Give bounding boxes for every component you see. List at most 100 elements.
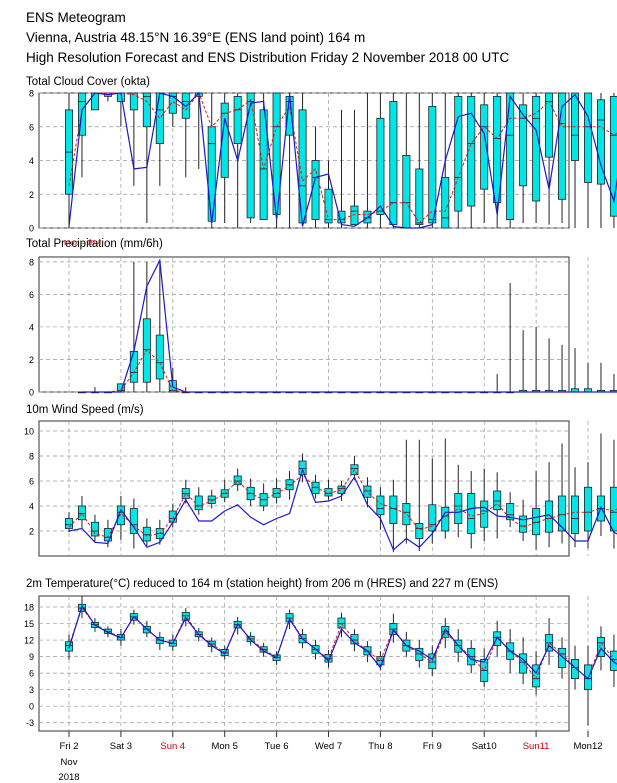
ens-box: [207, 489, 216, 509]
ens-box: [415, 93, 424, 228]
ens-median-line: [68, 468, 617, 538]
ens-box-body: [532, 664, 541, 688]
ens-box: [324, 160, 333, 228]
ens-box-body: [272, 488, 281, 498]
ens-box: [609, 374, 617, 393]
x-year-label: 2018: [58, 772, 79, 783]
y-tick-label: 8: [29, 257, 34, 267]
y-tick-label: 4: [29, 322, 34, 332]
y-tick-label: 12: [24, 636, 34, 646]
ens-box: [532, 93, 541, 223]
ens-box: [376, 487, 385, 530]
ens-box: [506, 283, 515, 394]
ens-box: [363, 477, 372, 508]
ens-box-body: [519, 653, 528, 674]
ens-box: [415, 439, 424, 551]
ens-box: [402, 93, 411, 229]
ens-box: [350, 109, 359, 226]
ens-box: [155, 261, 164, 392]
ens-box: [596, 362, 605, 393]
panel-frame: [38, 420, 570, 557]
ens-box-body: [480, 104, 489, 190]
ens-box-body: [246, 92, 255, 219]
ens-box: [389, 613, 398, 643]
ens-box: [90, 514, 99, 543]
y-tick-label: 0: [29, 224, 34, 234]
ens-box-body: [506, 503, 515, 521]
ens-box-body: [181, 92, 190, 119]
hres-line: [68, 467, 617, 551]
ens-box-body: [609, 95, 617, 217]
ens-box-body: [363, 210, 372, 224]
ens-box: [220, 479, 229, 503]
panel-2: Total Precipitation (mm/6h)Max = 16.4 0 2 4…: [26, 238, 617, 398]
ens-box-body: [220, 102, 229, 178]
ens-box: [493, 472, 502, 539]
ens-box: [480, 648, 489, 687]
ens-box: [233, 468, 242, 491]
location-line: Vienna, Austria 48.15°N 16.39°E (ENS lan…: [26, 30, 366, 45]
ens-box: [259, 93, 268, 220]
ens-box: [428, 458, 437, 544]
ens-box: [609, 634, 617, 687]
ens-box: [389, 93, 398, 228]
ens-box: [129, 92, 138, 186]
ens-box: [220, 93, 229, 223]
ens-box-body: [155, 92, 164, 145]
y-tick-label: 2: [29, 355, 34, 365]
ens-box: [467, 93, 476, 228]
y-tick-label: -3: [26, 718, 34, 728]
y-tick-label: 0: [29, 388, 34, 398]
ens-box-body: [129, 508, 138, 534]
ens-box-body: [194, 495, 203, 511]
ens-box-body: [415, 523, 424, 539]
x-day-label: Tue 6: [265, 741, 289, 752]
ens-box-body: [480, 500, 489, 528]
ens-box: [207, 637, 216, 653]
ens-box: [142, 518, 151, 546]
ens-box-body: [376, 117, 385, 215]
ens-box: [519, 637, 528, 685]
ens-box: [545, 462, 554, 548]
ens-box-body: [129, 350, 138, 383]
y-tick-label: 6: [29, 290, 34, 300]
y-tick-label: 8: [29, 89, 34, 99]
panel-frame: [38, 595, 570, 732]
ens-box-body: [155, 334, 164, 380]
ens-box-body: [428, 106, 437, 224]
ens-box: [142, 92, 151, 223]
ens-box: [480, 93, 489, 223]
ens-box-body: [558, 92, 567, 200]
x-day-label: Fri 2: [60, 741, 79, 752]
ens-box: [545, 618, 554, 665]
x-month-label: Nov: [61, 757, 78, 768]
y-tick-label: 4: [29, 502, 34, 512]
ens-box-body: [441, 176, 450, 229]
ens-box: [259, 483, 268, 511]
panel-title: 10m Wind Speed (m/s): [26, 404, 144, 416]
y-tick-label: 6: [29, 477, 34, 487]
x-day-label: Sat10: [472, 741, 497, 752]
ens-box: [194, 487, 203, 515]
x-day-label: Wed 7: [315, 741, 342, 752]
ens-box: [272, 478, 281, 504]
ens-box: [402, 439, 411, 544]
hres-line: [68, 91, 617, 229]
ens-box: [558, 344, 567, 393]
ens-box-body: [609, 486, 617, 532]
ens-box: [609, 439, 617, 549]
ens-box: [65, 93, 74, 228]
ens-box-body: [311, 481, 320, 494]
ens-box-body: [324, 188, 333, 224]
ens-box-body: [77, 505, 86, 521]
ens-box-body: [467, 95, 476, 207]
panel-title: Total Cloud Cover (okta): [26, 76, 150, 88]
ens-box-body: [103, 528, 112, 542]
y-tick-label: 15: [24, 619, 34, 629]
max-annotation: Max = 16.4: [64, 238, 101, 247]
ens-box-body: [467, 493, 476, 534]
ens-box-body: [90, 521, 99, 537]
ens-box-body: [454, 493, 463, 524]
ens-box: [519, 330, 528, 393]
